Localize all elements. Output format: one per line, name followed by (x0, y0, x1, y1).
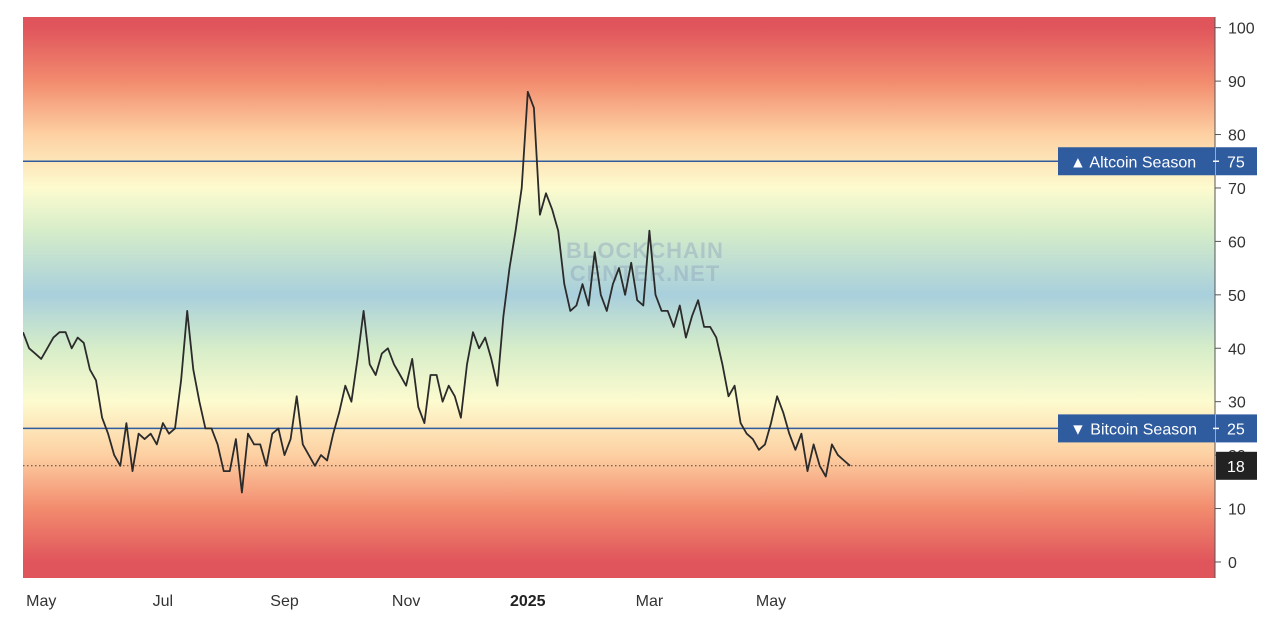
y-tick-label: 80 (1228, 128, 1246, 145)
reference-value: 25 (1227, 421, 1245, 438)
y-axis: 0102030405060708090100 (1214, 17, 1255, 578)
x-tick-label: Mar (636, 593, 664, 610)
current-value-label: 18 (1227, 459, 1245, 476)
x-axis: May Jul Sep Nov 2025 Mar May (26, 593, 786, 610)
y-tick-label: 30 (1228, 395, 1246, 412)
reference-lines (23, 160, 1215, 467)
reference-value-badge (1216, 147, 1257, 176)
y-tick-label: 40 (1228, 341, 1246, 358)
plot-background (23, 17, 1215, 578)
y-tick-label: 60 (1228, 234, 1246, 251)
x-tick-label: Jul (153, 593, 173, 610)
reference-label-badge (1058, 147, 1215, 176)
y-tick-label: 0 (1228, 555, 1237, 572)
y-tick-label: 50 (1228, 288, 1246, 305)
series-layer (23, 90, 851, 494)
y-tick-label: 10 (1228, 502, 1246, 519)
y-tick-label: 90 (1228, 74, 1246, 91)
y-tick-label: 70 (1228, 181, 1246, 198)
current-value-badge (1216, 451, 1257, 480)
reference-label-badge (1058, 414, 1215, 443)
x-tick-label: 2025 (510, 593, 546, 610)
x-tick-label: May (26, 593, 56, 610)
series-line (23, 90, 851, 494)
reference-value-badge (1216, 414, 1257, 443)
badges: ▲ Altcoin Season 75 ▼ Bitcoin Season 25 18 (1058, 147, 1257, 480)
x-tick-label: Nov (392, 593, 420, 610)
x-tick-label: Sep (270, 593, 299, 610)
y-tick-label: 100 (1228, 21, 1255, 38)
watermark-line-1: BLOCKCHAIN (566, 238, 724, 263)
reference-value: 75 (1227, 154, 1245, 171)
x-tick-label: May (756, 593, 786, 610)
reference-label: ▼ Bitcoin Season (1070, 421, 1197, 438)
reference-label: ▲ Altcoin Season (1070, 154, 1196, 171)
